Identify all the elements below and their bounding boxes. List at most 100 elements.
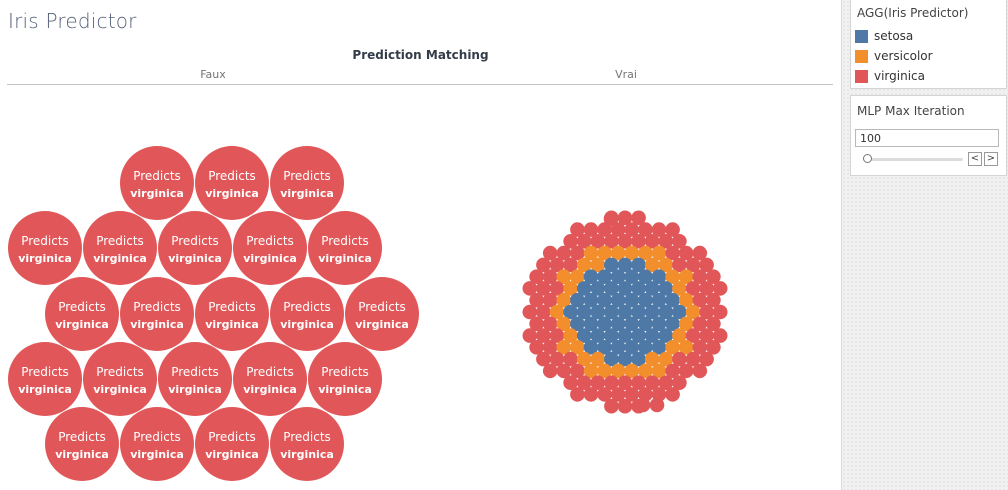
vrai-bubble[interactable] <box>651 363 667 379</box>
vrai-bubble[interactable] <box>624 316 640 332</box>
vrai-bubble[interactable] <box>597 340 612 355</box>
vrai-bubble[interactable] <box>536 351 551 367</box>
vrai-bubble[interactable] <box>576 328 592 343</box>
vrai-bubble[interactable] <box>556 340 572 355</box>
legend-item-setosa[interactable]: setosa <box>855 28 913 44</box>
vrai-bubble[interactable] <box>624 222 640 237</box>
vrai-bubble[interactable] <box>604 398 619 414</box>
vrai-bubble[interactable] <box>563 351 578 367</box>
vrai-bubble[interactable] <box>685 257 701 273</box>
vrai-bubble[interactable] <box>631 210 646 226</box>
vrai-bubble[interactable] <box>699 304 714 320</box>
vrai-bubble[interactable] <box>576 304 592 320</box>
vrai-bubble[interactable] <box>706 269 721 285</box>
slider-thumb[interactable] <box>863 154 872 163</box>
vrai-bubble[interactable] <box>583 363 599 379</box>
vrai-bubble[interactable] <box>556 363 572 379</box>
vrai-bubble[interactable] <box>624 292 640 308</box>
faux-bubble[interactable]: Predicts virginica <box>158 211 232 285</box>
vrai-bubble[interactable] <box>590 328 606 343</box>
vrai-bubble[interactable] <box>610 340 626 355</box>
vrai-bubble[interactable] <box>665 269 680 285</box>
vrai-bubble[interactable] <box>590 304 606 320</box>
vrai-bubble[interactable] <box>638 292 653 308</box>
vrai-bubble[interactable] <box>549 281 565 296</box>
vrai-bubble[interactable] <box>556 292 572 308</box>
vrai-bubble[interactable] <box>678 292 694 308</box>
vrai-bubble[interactable] <box>678 269 694 285</box>
vrai-bubble[interactable] <box>617 398 633 414</box>
vrai-bubble[interactable] <box>536 304 551 320</box>
vrai-bubble[interactable] <box>658 281 674 296</box>
vrai-bubble[interactable] <box>678 316 694 332</box>
vrai-bubble[interactable] <box>651 340 667 355</box>
vrai-bubble[interactable] <box>712 304 728 320</box>
vrai-bubble[interactable] <box>610 387 626 402</box>
vrai-bubble[interactable] <box>529 292 544 308</box>
faux-bubble[interactable]: Predicts virginica <box>83 211 157 285</box>
vrai-bubble[interactable] <box>651 245 667 261</box>
vrai-bubble[interactable] <box>522 328 538 343</box>
vrai-bubble[interactable] <box>536 257 551 273</box>
vrai-bubble[interactable] <box>665 222 680 237</box>
vrai-bubble[interactable] <box>631 375 646 391</box>
legend-item-virginica[interactable]: virginica <box>855 68 925 84</box>
vrai-bubble[interactable] <box>617 210 633 226</box>
vrai-bubble[interactable] <box>665 363 680 379</box>
vrai-bubble[interactable] <box>638 245 653 261</box>
vrai-bubble[interactable] <box>597 363 612 379</box>
faux-bubble[interactable]: Predicts virginica <box>195 146 269 220</box>
vrai-bubble[interactable] <box>617 328 633 343</box>
vrai-bubble[interactable] <box>563 304 578 320</box>
vrai-bubble[interactable] <box>644 304 660 320</box>
vrai-bubble[interactable] <box>604 304 619 320</box>
vrai-bubble[interactable] <box>604 257 619 273</box>
faux-bubble[interactable]: Predicts virginica <box>120 277 194 351</box>
vrai-bubble[interactable] <box>672 257 687 273</box>
vrai-bubble[interactable] <box>624 340 640 355</box>
vrai-bubble[interactable] <box>563 257 578 273</box>
legend-item-versicolor[interactable]: versicolor <box>855 48 933 64</box>
vrai-bubble[interactable] <box>597 269 612 285</box>
vrai-bubble[interactable] <box>549 328 565 343</box>
vrai-bubble[interactable] <box>678 245 694 261</box>
vrai-bubble[interactable] <box>610 269 626 285</box>
vrai-bubble[interactable] <box>638 363 653 379</box>
vrai-bubble[interactable] <box>638 316 653 332</box>
vrai-bubble[interactable] <box>672 304 687 320</box>
faux-bubble[interactable]: Predicts virginica <box>195 407 269 481</box>
vrai-bubble[interactable] <box>706 340 721 355</box>
vrai-bubble[interactable] <box>617 304 633 320</box>
vrai-bubble[interactable] <box>542 269 558 285</box>
vrai-bubble[interactable] <box>617 375 633 391</box>
vrai-bubble[interactable] <box>570 245 585 261</box>
vrai-bubble[interactable] <box>638 340 653 355</box>
faux-bubble[interactable]: Predicts virginica <box>158 342 232 416</box>
vrai-bubble[interactable] <box>604 234 619 249</box>
faux-bubble[interactable]: Predicts virginica <box>270 277 344 351</box>
vrai-bubble[interactable] <box>699 281 714 296</box>
vrai-bubble[interactable] <box>617 257 633 273</box>
vrai-bubble[interactable] <box>651 316 667 332</box>
vrai-bubble[interactable] <box>570 387 585 402</box>
vrai-bubble[interactable] <box>672 375 687 391</box>
vrai-bubble[interactable] <box>536 328 551 343</box>
vrai-bubble[interactable] <box>672 351 687 367</box>
vrai-bubble[interactable] <box>529 340 544 355</box>
faux-bubble[interactable]: Predicts virginica <box>8 211 82 285</box>
vrai-bubble[interactable] <box>685 328 701 343</box>
vrai-bubble[interactable] <box>617 234 633 249</box>
vrai-bubble[interactable] <box>570 269 585 285</box>
vrai-bubble[interactable] <box>699 351 714 367</box>
faux-bubble[interactable]: Predicts virginica <box>83 342 157 416</box>
faux-bubble[interactable]: Predicts virginica <box>308 342 382 416</box>
vrai-bubble[interactable] <box>522 304 538 320</box>
vrai-bubble[interactable] <box>590 257 606 273</box>
vrai-bubble[interactable] <box>692 245 708 261</box>
vrai-bubble[interactable] <box>692 269 708 285</box>
vrai-bubble[interactable] <box>604 351 619 367</box>
vrai-bubble[interactable] <box>644 375 660 391</box>
vrai-bubble[interactable] <box>635 397 651 413</box>
faux-bubble[interactable]: Predicts virginica <box>270 146 344 220</box>
faux-bubble[interactable]: Predicts virginica <box>308 211 382 285</box>
